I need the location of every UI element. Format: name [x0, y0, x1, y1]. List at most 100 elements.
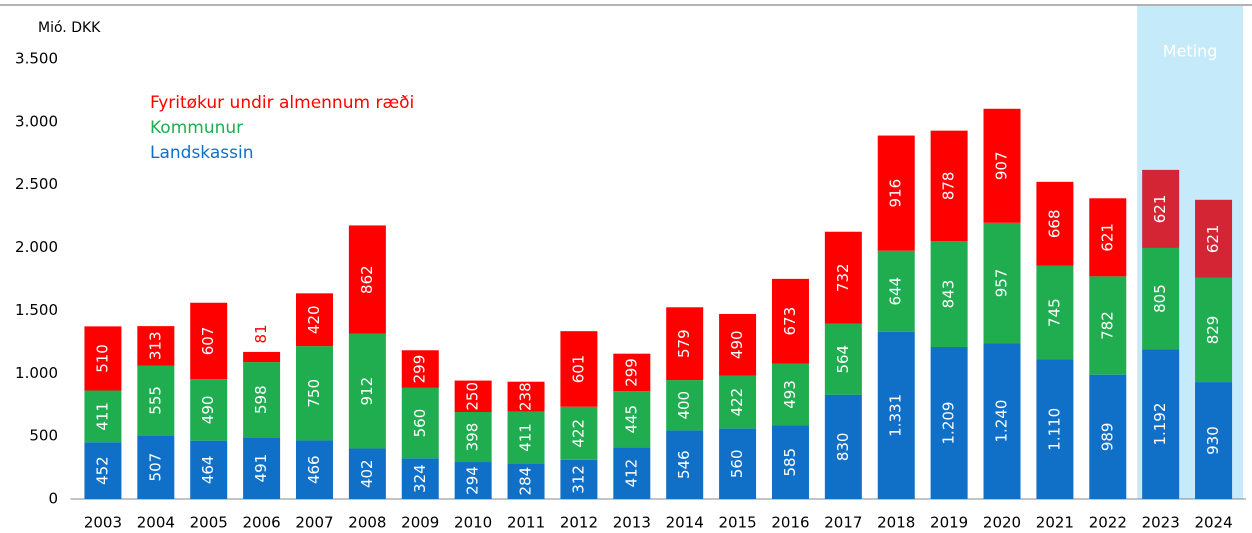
- value-label: 313: [146, 331, 164, 360]
- value-label: 830: [834, 433, 852, 462]
- x-tick-label: 2009: [401, 514, 439, 532]
- bar-segment: [295, 346, 333, 441]
- y-tick-label: 3.000: [15, 112, 58, 130]
- x-tick-label: 2013: [613, 514, 651, 532]
- bar-segment: [560, 331, 598, 407]
- bar-segment: [401, 350, 439, 388]
- y-tick-label: 2.000: [15, 238, 58, 256]
- value-label: 490: [199, 396, 217, 425]
- value-label: 464: [199, 456, 217, 485]
- value-label: 989: [1098, 423, 1116, 452]
- value-label: 621: [1204, 225, 1222, 254]
- bar-segment: [137, 365, 175, 436]
- bar-segment: [930, 241, 968, 348]
- bar-segment: [771, 425, 809, 499]
- value-label: 284: [517, 467, 535, 496]
- value-label: 673: [781, 307, 799, 336]
- value-label: 1.110: [1045, 408, 1063, 451]
- value-label: 862: [358, 265, 376, 294]
- value-label: 510: [93, 344, 111, 373]
- y-tick-label: 500: [29, 427, 58, 445]
- y-axis-label: Mió. DKK: [38, 20, 101, 36]
- x-tick-label: 2016: [771, 514, 809, 532]
- x-tick-label: 2007: [295, 514, 333, 532]
- bar-segment: [983, 343, 1021, 499]
- value-label: 1.331: [887, 394, 905, 437]
- value-label: 930: [1204, 426, 1222, 455]
- bar-segment: [401, 387, 439, 459]
- bar-segment: [719, 375, 757, 429]
- value-label: 411: [93, 402, 111, 431]
- bar-segment: [348, 448, 386, 499]
- bar-segment: [666, 307, 704, 381]
- value-label: 312: [569, 465, 587, 494]
- x-tick-label: 2004: [137, 514, 175, 532]
- value-label: 579: [675, 329, 693, 358]
- x-tick-label: 2005: [190, 514, 228, 532]
- value-label: 560: [411, 409, 429, 438]
- value-label: 491: [252, 454, 270, 483]
- bar-segment: [243, 437, 281, 499]
- legend-label: Landskassin: [150, 143, 254, 163]
- value-label: 560: [728, 449, 746, 478]
- y-tick-label: 2.500: [15, 175, 58, 193]
- value-label: 843: [940, 280, 958, 309]
- value-label: 1.192: [1151, 403, 1169, 446]
- x-tick-label: 2010: [454, 514, 492, 532]
- value-label: 745: [1045, 298, 1063, 327]
- bar-segment: [666, 430, 704, 499]
- bar-segment: [719, 313, 757, 376]
- bar-segment: [877, 331, 915, 499]
- value-label: 420: [305, 305, 323, 334]
- legend-label: Fyritøkur undir almennum ræði: [150, 93, 414, 113]
- value-label: 607: [199, 327, 217, 356]
- bar-segment: [560, 459, 598, 499]
- bar-segment: [1142, 247, 1180, 350]
- x-tick-label: 2024: [1194, 514, 1232, 532]
- bar-segment: [666, 380, 704, 431]
- bar-segment: [1195, 277, 1233, 383]
- bar-segment: [1089, 276, 1127, 375]
- x-tick-label: 2014: [666, 514, 704, 532]
- x-tick-label: 2003: [84, 514, 122, 532]
- x-tick-label: 2022: [1089, 514, 1127, 532]
- value-label: 829: [1204, 316, 1222, 345]
- value-label: 546: [675, 450, 693, 479]
- bar-segment: [137, 435, 175, 499]
- bar-segment: [243, 351, 281, 363]
- bar-segment: [348, 333, 386, 449]
- bar-segment: [401, 458, 439, 499]
- value-label: 564: [834, 345, 852, 374]
- value-label: 1.209: [940, 402, 958, 445]
- bar-segment: [930, 347, 968, 499]
- bar-segment: [1036, 181, 1074, 266]
- bar-segment: [454, 412, 492, 463]
- value-label: 81: [252, 324, 270, 343]
- value-label: 585: [781, 448, 799, 477]
- value-label: 957: [993, 269, 1011, 298]
- bar-segment: [824, 231, 862, 324]
- value-label: 912: [358, 377, 376, 406]
- bar-segment: [771, 363, 809, 426]
- value-label: 507: [146, 453, 164, 482]
- bar-segment: [771, 278, 809, 364]
- bar-segment: [719, 428, 757, 499]
- x-tick-label: 2015: [718, 514, 756, 532]
- bar-segment: [190, 302, 228, 380]
- value-label: 750: [305, 379, 323, 408]
- value-label: 782: [1098, 311, 1116, 340]
- value-label: 422: [569, 419, 587, 448]
- bar-segment: [295, 440, 333, 499]
- y-tick-label: 1.500: [15, 301, 58, 319]
- bar-segment: [348, 225, 386, 334]
- value-label: 412: [622, 459, 640, 488]
- value-label: 555: [146, 386, 164, 415]
- value-label: 411: [517, 423, 535, 452]
- x-tick-label: 2019: [930, 514, 968, 532]
- value-label: 422: [728, 388, 746, 417]
- value-label: 644: [887, 277, 905, 306]
- bar-segment: [877, 135, 915, 251]
- bar-segment: [983, 222, 1021, 344]
- value-label: 250: [464, 382, 482, 411]
